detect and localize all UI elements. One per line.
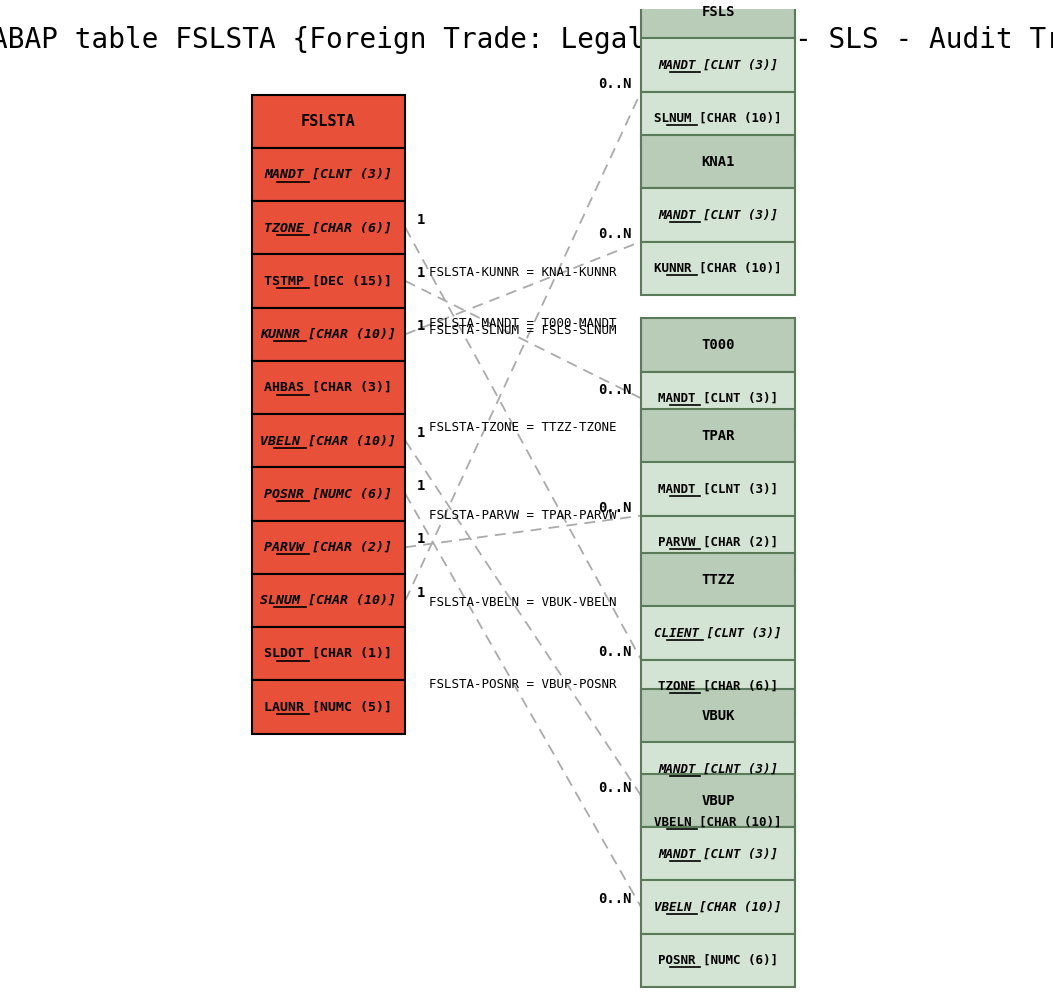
- FancyBboxPatch shape: [641, 515, 795, 568]
- Text: 1: 1: [417, 480, 425, 494]
- Text: TZONE [CHAR (6)]: TZONE [CHAR (6)]: [264, 221, 393, 234]
- Text: 0..N: 0..N: [598, 781, 632, 795]
- Text: KUNNR [CHAR (10)]: KUNNR [CHAR (10)]: [260, 328, 396, 341]
- Text: VBUK: VBUK: [701, 709, 735, 723]
- FancyBboxPatch shape: [641, 0, 795, 38]
- FancyBboxPatch shape: [641, 242, 795, 295]
- Text: FSLSTA-TZONE = TTZZ-TZONE: FSLSTA-TZONE = TTZZ-TZONE: [430, 422, 617, 435]
- Text: CLIENT [CLNT (3)]: CLIENT [CLNT (3)]: [654, 626, 781, 639]
- Text: TSTMP [DEC (15)]: TSTMP [DEC (15)]: [264, 275, 393, 288]
- Text: TTZZ: TTZZ: [701, 572, 735, 586]
- FancyBboxPatch shape: [252, 415, 405, 468]
- Text: VBUP: VBUP: [701, 793, 735, 807]
- Text: FSLS: FSLS: [701, 5, 735, 19]
- Text: FSLSTA-PARVW = TPAR-PARVW: FSLSTA-PARVW = TPAR-PARVW: [430, 509, 617, 522]
- Text: KNA1: KNA1: [701, 155, 735, 169]
- Text: FSLSTA-KUNNR = KNA1-KUNNR: FSLSTA-KUNNR = KNA1-KUNNR: [430, 266, 617, 279]
- FancyBboxPatch shape: [641, 188, 795, 242]
- Text: MANDT [CLNT (3)]: MANDT [CLNT (3)]: [658, 209, 778, 222]
- FancyBboxPatch shape: [641, 795, 795, 849]
- FancyBboxPatch shape: [641, 774, 795, 827]
- Text: POSNR [NUMC (6)]: POSNR [NUMC (6)]: [264, 488, 393, 500]
- FancyBboxPatch shape: [252, 573, 405, 627]
- Text: 0..N: 0..N: [598, 384, 632, 398]
- Text: FSLSTA-VBELN = VBUK-VBELN: FSLSTA-VBELN = VBUK-VBELN: [430, 596, 617, 609]
- FancyBboxPatch shape: [252, 627, 405, 680]
- Text: SLDOT [CHAR (1)]: SLDOT [CHAR (1)]: [264, 647, 393, 660]
- Text: 1: 1: [417, 426, 425, 440]
- FancyBboxPatch shape: [641, 38, 795, 92]
- Text: FSLSTA-POSNR = VBUP-POSNR: FSLSTA-POSNR = VBUP-POSNR: [430, 678, 617, 691]
- FancyBboxPatch shape: [252, 308, 405, 361]
- Text: 1: 1: [417, 213, 425, 227]
- FancyBboxPatch shape: [252, 255, 405, 308]
- Text: 0..N: 0..N: [598, 500, 632, 514]
- Text: AHBAS [CHAR (3)]: AHBAS [CHAR (3)]: [264, 381, 393, 394]
- Text: VBELN [CHAR (10)]: VBELN [CHAR (10)]: [260, 435, 396, 448]
- Text: PARVW [CHAR (2)]: PARVW [CHAR (2)]: [264, 540, 393, 553]
- FancyBboxPatch shape: [641, 827, 795, 880]
- FancyBboxPatch shape: [641, 689, 795, 742]
- Text: MANDT [CLNT (3)]: MANDT [CLNT (3)]: [658, 847, 778, 860]
- FancyBboxPatch shape: [641, 659, 795, 713]
- Text: TPAR: TPAR: [701, 429, 735, 443]
- Text: 0..N: 0..N: [598, 77, 632, 91]
- FancyBboxPatch shape: [252, 201, 405, 255]
- Text: SLNUM [CHAR (10)]: SLNUM [CHAR (10)]: [260, 594, 396, 607]
- Text: 1: 1: [417, 585, 425, 599]
- Text: T000: T000: [701, 338, 735, 352]
- FancyBboxPatch shape: [252, 468, 405, 520]
- FancyBboxPatch shape: [252, 680, 405, 733]
- Text: 0..N: 0..N: [598, 644, 632, 658]
- Text: VBELN [CHAR (10)]: VBELN [CHAR (10)]: [654, 900, 781, 913]
- FancyBboxPatch shape: [641, 934, 795, 987]
- Text: 0..N: 0..N: [598, 892, 632, 906]
- FancyBboxPatch shape: [641, 742, 795, 795]
- Text: 0..N: 0..N: [598, 227, 632, 241]
- FancyBboxPatch shape: [641, 606, 795, 659]
- Text: TZONE [CHAR (6)]: TZONE [CHAR (6)]: [658, 679, 778, 692]
- FancyBboxPatch shape: [641, 410, 795, 463]
- Text: POSNR [NUMC (6)]: POSNR [NUMC (6)]: [658, 954, 778, 967]
- Text: MANDT [CLNT (3)]: MANDT [CLNT (3)]: [658, 762, 778, 775]
- Text: MANDT [CLNT (3)]: MANDT [CLNT (3)]: [658, 59, 778, 72]
- FancyBboxPatch shape: [641, 92, 795, 145]
- Text: PARVW [CHAR (2)]: PARVW [CHAR (2)]: [658, 535, 778, 548]
- Text: MANDT [CLNT (3)]: MANDT [CLNT (3)]: [658, 392, 778, 405]
- FancyBboxPatch shape: [252, 148, 405, 201]
- FancyBboxPatch shape: [252, 361, 405, 415]
- Text: 1: 1: [417, 266, 425, 280]
- Text: SAP ABAP table FSLSTA {Foreign Trade: Legal Control - SLS - Audit Trail}: SAP ABAP table FSLSTA {Foreign Trade: Le…: [0, 26, 1053, 54]
- FancyBboxPatch shape: [641, 372, 795, 425]
- Text: FSLSTA-SLNUM = FSLS-SLNUM: FSLSTA-SLNUM = FSLS-SLNUM: [430, 324, 617, 337]
- Text: 1: 1: [417, 320, 425, 334]
- Text: FSLSTA-MANDT = T000-MANDT: FSLSTA-MANDT = T000-MANDT: [430, 318, 617, 331]
- FancyBboxPatch shape: [252, 520, 405, 573]
- Text: LAUNR [NUMC (5)]: LAUNR [NUMC (5)]: [264, 700, 393, 713]
- Text: 1: 1: [417, 532, 425, 546]
- FancyBboxPatch shape: [641, 463, 795, 515]
- Text: MANDT [CLNT (3)]: MANDT [CLNT (3)]: [264, 168, 393, 181]
- Text: KUNNR [CHAR (10)]: KUNNR [CHAR (10)]: [654, 262, 781, 275]
- Text: VBELN [CHAR (10)]: VBELN [CHAR (10)]: [654, 816, 781, 829]
- FancyBboxPatch shape: [641, 319, 795, 372]
- Text: FSLSTA: FSLSTA: [301, 114, 356, 129]
- FancyBboxPatch shape: [641, 553, 795, 606]
- FancyBboxPatch shape: [641, 880, 795, 934]
- Text: MANDT [CLNT (3)]: MANDT [CLNT (3)]: [658, 483, 778, 496]
- FancyBboxPatch shape: [641, 135, 795, 188]
- Text: SLNUM [CHAR (10)]: SLNUM [CHAR (10)]: [654, 112, 781, 125]
- FancyBboxPatch shape: [252, 95, 405, 148]
